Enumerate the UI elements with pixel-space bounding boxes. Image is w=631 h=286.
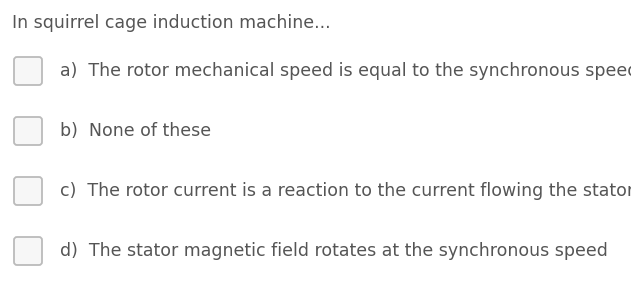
FancyBboxPatch shape	[14, 117, 42, 145]
FancyBboxPatch shape	[14, 177, 42, 205]
Text: In squirrel cage induction machine...: In squirrel cage induction machine...	[12, 14, 331, 32]
FancyBboxPatch shape	[14, 57, 42, 85]
FancyBboxPatch shape	[14, 237, 42, 265]
Text: d)  The stator magnetic field rotates at the synchronous speed: d) The stator magnetic field rotates at …	[60, 242, 608, 260]
Text: c)  The rotor current is a reaction to the current flowing the stator: c) The rotor current is a reaction to th…	[60, 182, 631, 200]
Text: a)  The rotor mechanical speed is equal to the synchronous speed: a) The rotor mechanical speed is equal t…	[60, 62, 631, 80]
Text: b)  None of these: b) None of these	[60, 122, 211, 140]
